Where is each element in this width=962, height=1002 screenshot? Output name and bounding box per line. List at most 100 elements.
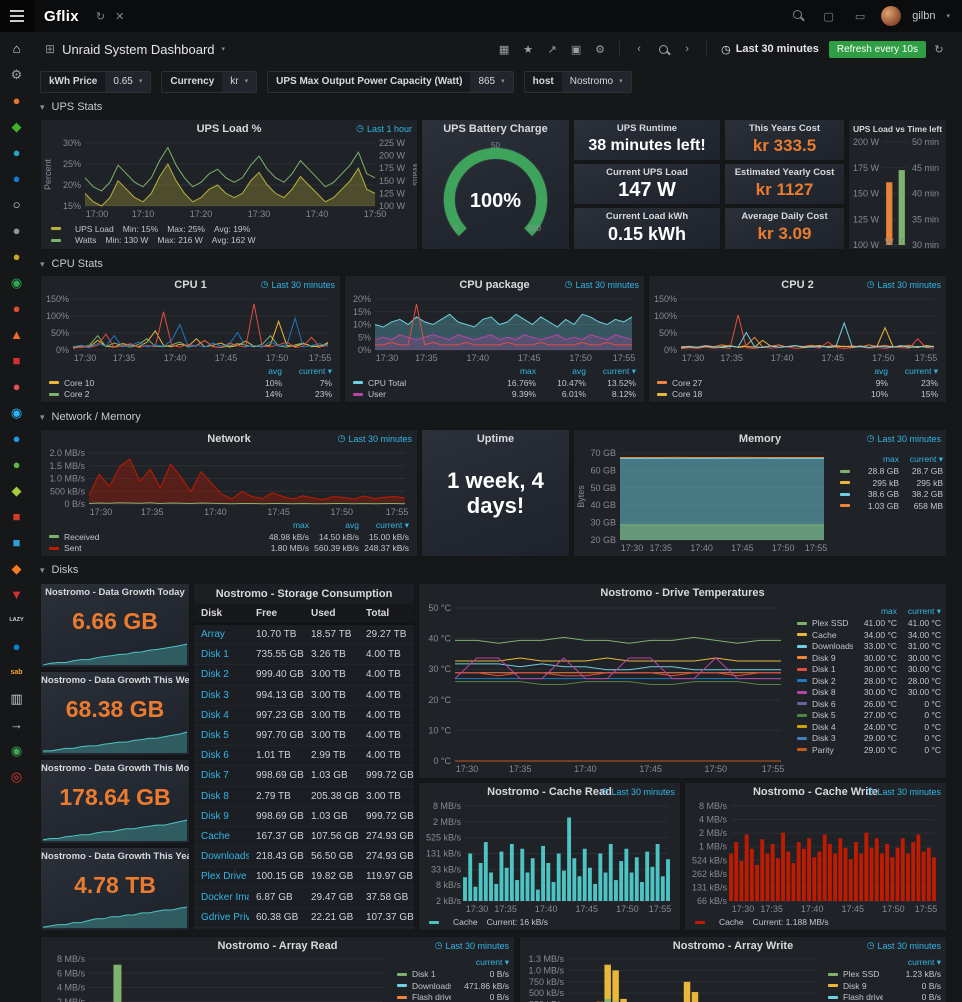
sidebar-icon-app-drop[interactable]: ● [12, 431, 21, 446]
sidebar-icon-app-shield[interactable]: ■ [12, 353, 21, 368]
legend-row[interactable]: Disk 3 29.00 °C 0 °C [797, 733, 941, 745]
legend-row[interactable]: Downloads 33.00 °C 31.00 °C [797, 641, 941, 653]
panel-title[interactable]: Nostromo - Cache Write [752, 786, 879, 798]
legend-row[interactable]: Cache Current: 1.188 MB/s [695, 917, 829, 929]
time-range-badge[interactable]: ◷ Last 30 minutes [866, 786, 941, 797]
avatar[interactable] [881, 6, 902, 26]
sidebar-icon-app-orange[interactable]: ● [12, 93, 21, 108]
legend-row[interactable]: Watts Min: 130 W Max: 216 W Avg: 162 W [51, 235, 256, 247]
share-button[interactable]: ↗ [547, 43, 557, 56]
time-back-button[interactable]: ‹ [637, 43, 641, 55]
panel-title[interactable]: Memory [738, 433, 782, 445]
time-range-badge[interactable]: ◷ Last 30 minutes [866, 279, 941, 290]
disk-link[interactable]: Disk 5 [194, 725, 249, 745]
legend-row[interactable]: Cache 34.00 °C 34.00 °C [797, 629, 941, 641]
disk-link[interactable]: Disk 1 [194, 645, 249, 665]
add-panel-button[interactable]: ▦ [498, 43, 510, 56]
time-range-badge[interactable]: ◷ Last 30 minutes [564, 279, 639, 290]
sidebar-icon-app-gray[interactable]: ● [12, 223, 21, 238]
disk-link[interactable]: Array [194, 624, 249, 645]
legend-row[interactable]: Cache Current: 16 kB/s [429, 917, 548, 929]
fullscreen-icon[interactable]: ▢ [823, 10, 834, 23]
sidebar-icon-app-lime[interactable]: ◆ [11, 483, 22, 498]
legend-sort-header[interactable]: current ▾ [907, 606, 941, 617]
sidebar-icon-settings[interactable]: ⚙ [10, 67, 23, 82]
disk-link[interactable]: Gdrive Private [194, 907, 249, 927]
row-header-ups-stats[interactable]: ▾ UPS Stats [40, 101, 103, 113]
time-range-badge[interactable]: ◷ Last 30 minutes [260, 279, 335, 290]
disk-link[interactable]: Disk 8 [194, 786, 249, 806]
time-picker-button[interactable]: ◷ Last 30 minutes [715, 43, 825, 56]
panel-title[interactable]: UPS Battery Charge [443, 123, 548, 135]
sidebar-icon-app-green[interactable]: ◉ [10, 275, 23, 290]
panel-title[interactable]: This Years Cost [748, 123, 821, 134]
disk-link[interactable]: Docker Image [194, 887, 249, 907]
panel-title[interactable]: Current UPS Load [606, 167, 688, 178]
panel-title[interactable]: Nostromo - Storage Consumption [215, 588, 393, 600]
legend-row[interactable]: Disk 2 28.00 °C 28.00 °C [797, 675, 941, 687]
time-range-badge[interactable]: ◷ Last 30 minutes [866, 433, 941, 444]
panel-title[interactable]: CPU 1 [174, 279, 207, 291]
dashboard-title-picker[interactable]: ⊞ Unraid System Dashboard ▾ [45, 42, 225, 57]
sidebar-icon-app-green-diamond[interactable]: ◆ [11, 119, 22, 134]
legend-sort-header[interactable]: avg [572, 365, 586, 376]
cpu-package-graph[interactable]: 0% 5% 10% 15% 20% 17:30 17:35 17:40 17:45 17:50 17… [347, 294, 640, 363]
sidebar-icon-app-teal[interactable]: ● [12, 145, 21, 160]
legend-row[interactable]: Core 27 9% 23% [657, 377, 938, 389]
legend-sort-header[interactable]: current ▾ [904, 365, 938, 376]
sidebar-icon-github[interactable]: ◉ [10, 743, 23, 758]
disk-link[interactable]: Disk 4 [194, 705, 249, 725]
legend-row[interactable]: Disk 5 27.00 °C 0 °C [797, 710, 941, 722]
legend-sort-header[interactable]: current ▾ [602, 365, 636, 376]
panel-title[interactable]: Network [207, 433, 251, 445]
legend-row[interactable]: Flash drive 0 B/s [397, 992, 509, 1002]
legend-row[interactable]: Disk 9 30.00 °C 30.00 °C [797, 652, 941, 664]
monitor-icon[interactable]: ▭ [854, 10, 866, 23]
sidebar-icon-app-drop2[interactable]: ● [12, 639, 21, 654]
memory-graph[interactable]: 20 GB 30 GB 40 GB 50 GB 60 GB 70 GB 17:30 17:35… [576, 448, 832, 553]
panel-title[interactable]: CPU package [459, 279, 530, 291]
disk-link[interactable]: Downloads [194, 847, 249, 867]
legend-row[interactable]: Core 10 10% 7% [49, 377, 332, 389]
legend-sort-header[interactable]: current ▾ [298, 365, 332, 376]
legend-row[interactable]: User 9.39% 6.01% 8.12% [353, 389, 636, 401]
disk-link[interactable]: Cache [194, 826, 249, 846]
sidebar-icon-sabnzbd[interactable]: sab [10, 669, 23, 676]
sidebar-icon-app-leaf[interactable]: ● [12, 457, 21, 472]
panel-title[interactable]: Nostromo - Data Growth This Month [41, 763, 189, 774]
legend-row[interactable]: Received 48.98 kB/s 14.50 kB/s 15.00 kB/s [49, 531, 409, 543]
search-icon[interactable] [793, 10, 803, 22]
array-read-graph[interactable]: 0 B/s2 MB/s4 MB/s6 MB/s8 MB/s17:3017:351… [43, 954, 391, 1002]
time-range-badge[interactable]: ◷ Last 1 hour [356, 123, 412, 134]
legend-row[interactable]: Disk 1 0 B/s [397, 969, 509, 981]
row-header-disks[interactable]: ▾ Disks [40, 564, 79, 576]
variable-value-dropdown[interactable]: kr ▾ [222, 72, 257, 92]
disk-link[interactable]: Plex Drive [194, 867, 249, 887]
panel-title[interactable]: Nostromo - Drive Temperatures [600, 587, 765, 599]
sidebar-icon-home[interactable]: ⌂ [12, 41, 21, 56]
legend-row[interactable]: Disk 1 30.00 °C 30.00 °C [797, 664, 941, 676]
sidebar-icon-app-down[interactable]: ▼ [10, 587, 23, 602]
drive-temperatures-graph[interactable]: 0 °C 10 °C 20 °C 30 °C 40 °C 50 °C 17:30 17:35 1… [421, 603, 789, 774]
refresh-button[interactable]: ↻ [934, 43, 944, 56]
save-button[interactable]: ▣ [570, 43, 582, 56]
star-button[interactable]: ★ [523, 43, 534, 56]
legend-row[interactable]: Disk 8 30.00 °C 30.00 °C [797, 687, 941, 699]
legend-row[interactable]: Parity 29.00 °C 0 °C [797, 744, 941, 756]
sidebar-icon-library[interactable]: ▥ [10, 691, 23, 706]
panel-title[interactable]: Nostromo - Array Write [672, 940, 794, 952]
battery-gauge[interactable] [426, 138, 565, 248]
table-column-header[interactable]: Total [359, 604, 414, 625]
cache-read-graph[interactable]: 2 kB/s 8 kB/s 33 kB/s 131 kB/s 525 kB/s 2 MB/… [421, 801, 676, 914]
table-column-header[interactable]: Used [304, 604, 359, 625]
username[interactable]: gilbn [912, 10, 936, 22]
disk-link[interactable]: Disk 9 [194, 806, 249, 826]
ups-load-graph[interactable]: 15% 20% 25% 30% 100 W 125 W 150 W 175 W 200 W 225… [43, 138, 417, 219]
refresh-interval-badge[interactable]: Refresh every 10s [828, 40, 926, 58]
legend-row[interactable]: Flash drive 0 B/s [828, 992, 941, 1002]
panel-title[interactable]: CPU 2 [781, 279, 814, 291]
hamburger-menu-icon[interactable] [0, 0, 34, 32]
